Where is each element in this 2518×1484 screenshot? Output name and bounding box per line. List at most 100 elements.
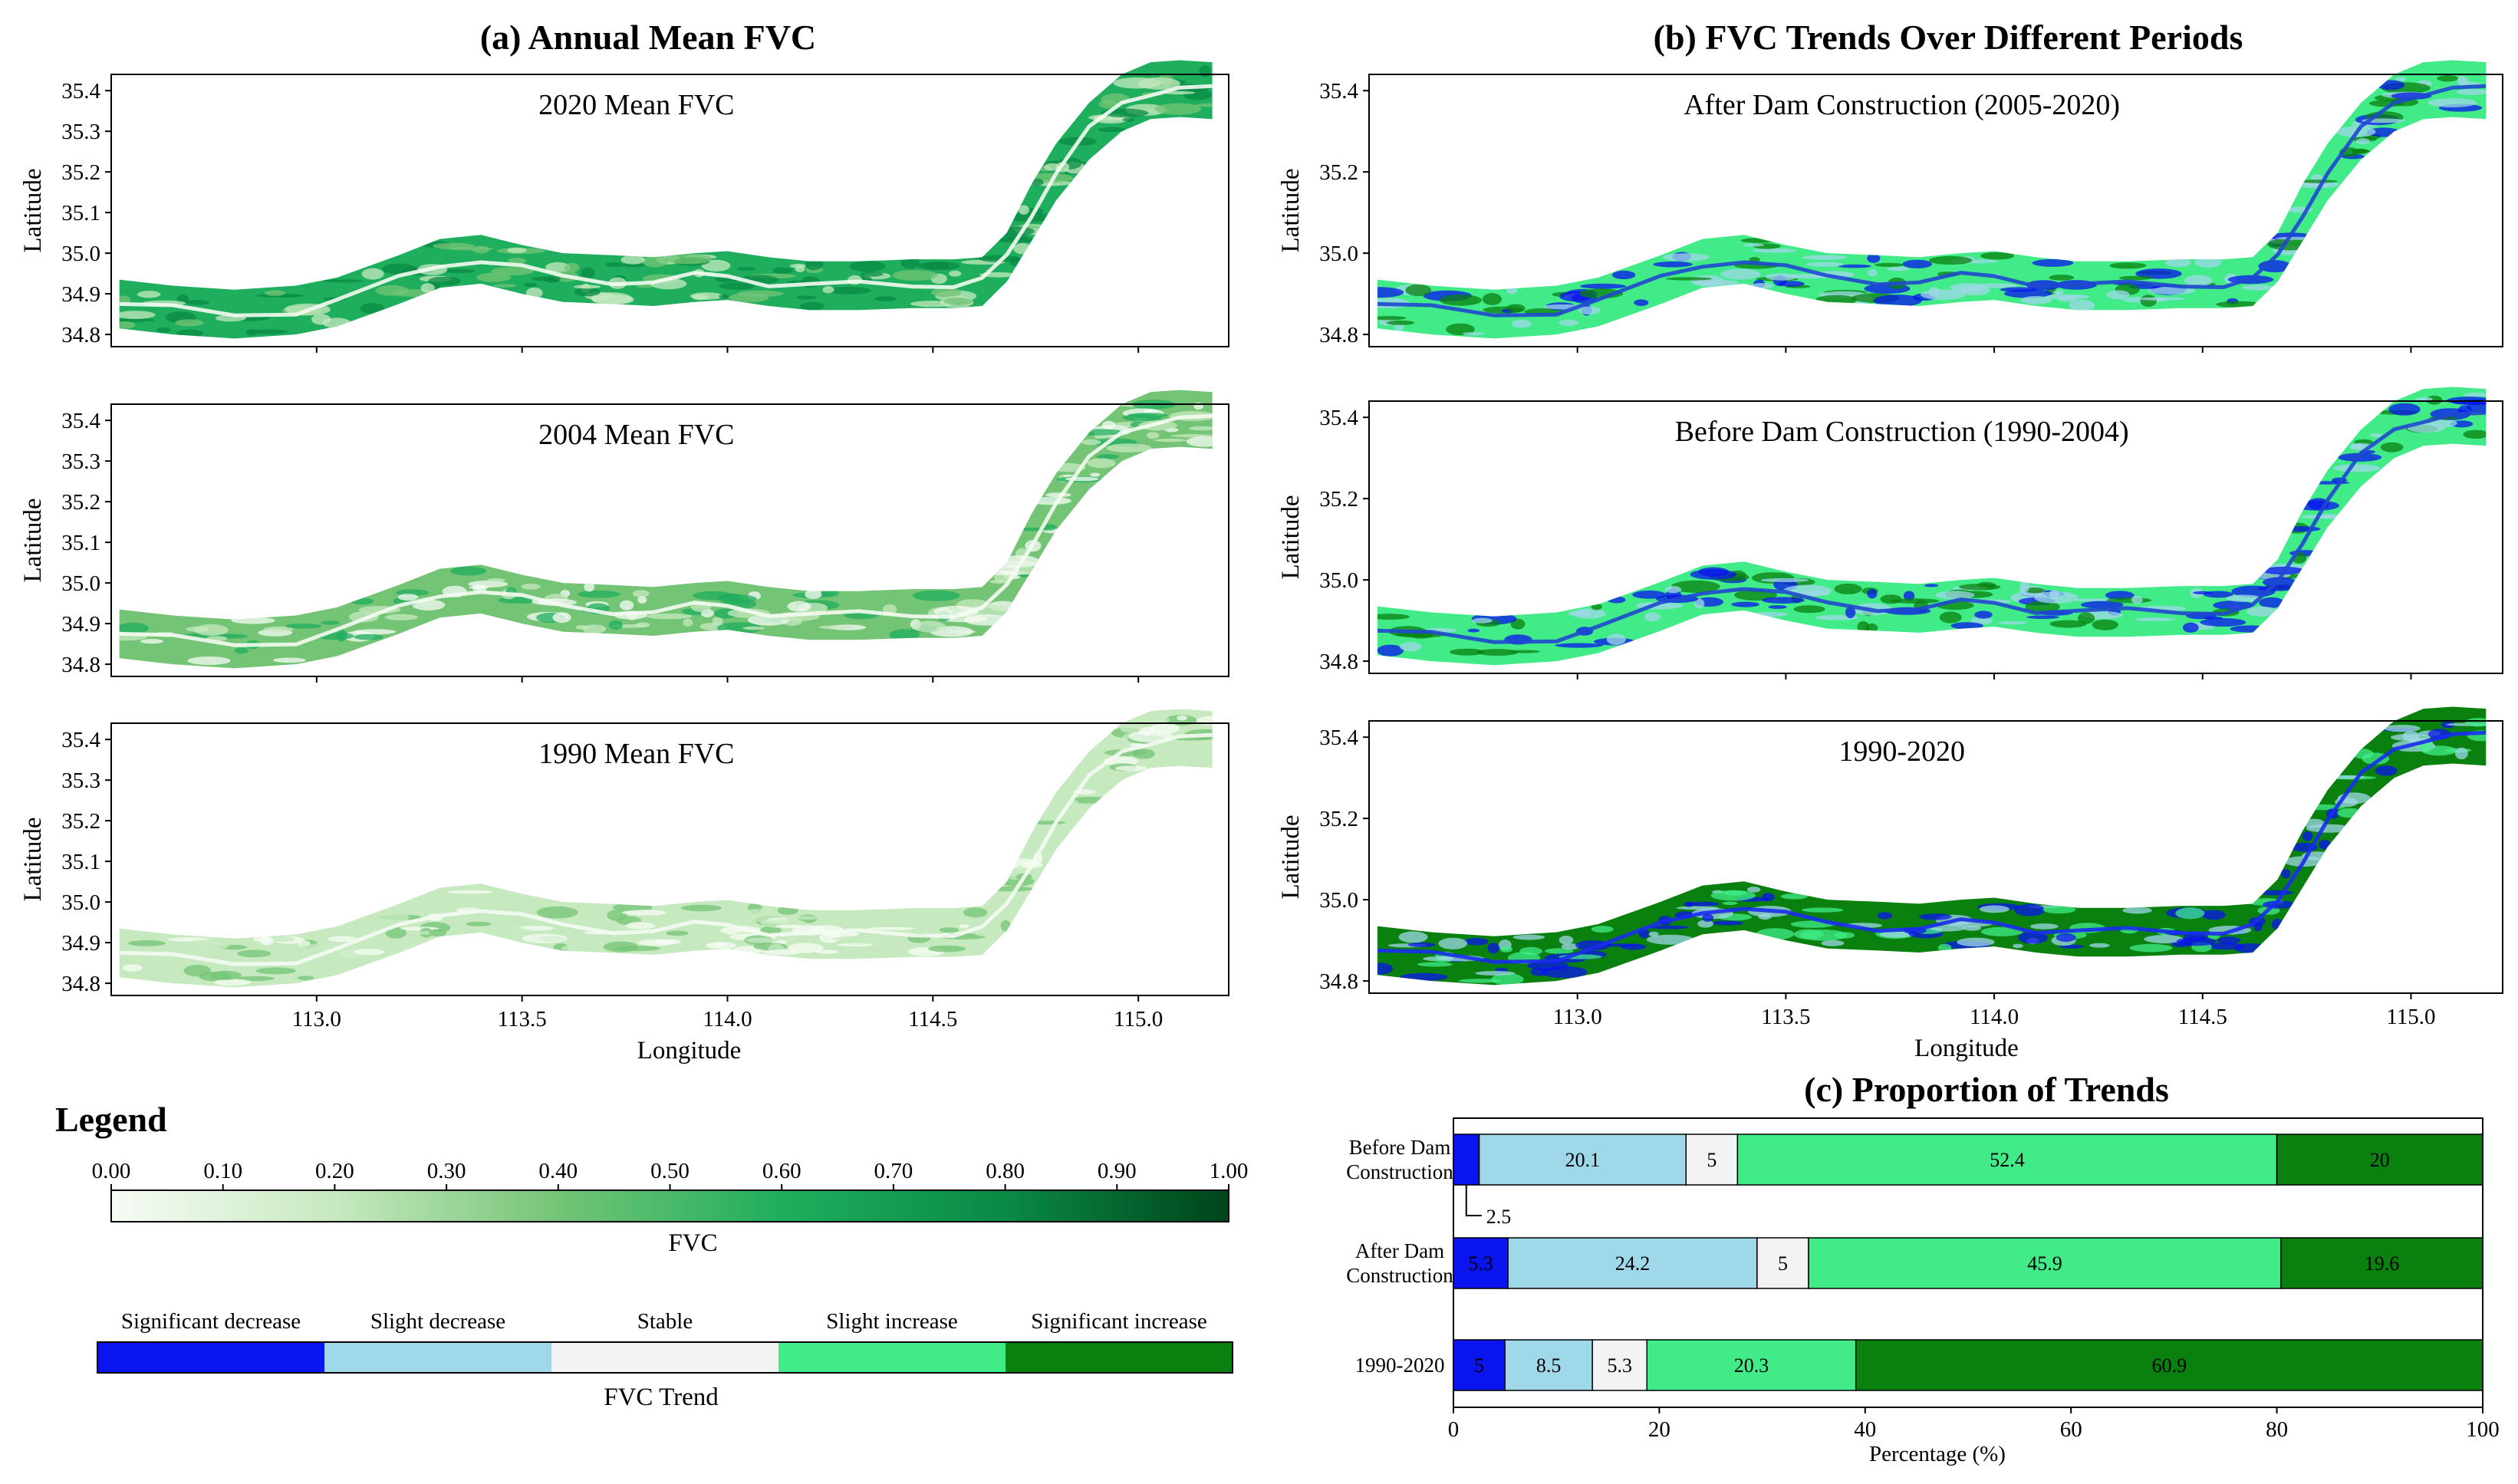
chart-xlabel: Percentage (%) [1869,1442,2006,1466]
fvc-colorbar-label: FVC [668,1229,717,1257]
trend-xtick: 115.0 [2386,1005,2435,1029]
trend-map-0-ylabel: Latitude [1277,169,1305,253]
map-panels: 35.4 35.3 35.2 35.1 35.0 34.9 34.8 Latitude 2020… [19,60,2503,1064]
fvc-map-1-ytick: 35.4 [61,409,100,433]
fvc-map-0-texture [119,65,1213,337]
fvc-map-2-ytick: 35.1 [61,850,100,874]
trend-bar-label: FVC Trend [604,1384,719,1411]
fvc-map-0-ytick: 35.4 [61,79,100,104]
chart-xtick: 20 [1648,1417,1670,1442]
trend-map-0-ytick: 35.4 [1319,79,1358,104]
fvc-map-0-ylabel: Latitude [19,169,47,253]
bar-segment [1478,1134,1687,1186]
bar-value-label: 60.9 [2152,1354,2187,1377]
trend-swatch-4 [1006,1342,1233,1373]
trend-xlabel: Longitude [1914,1035,2019,1062]
trend-map-1-frame [1368,400,2503,674]
trend-map-1: 35.4 35.2 35.0 34.8 Latitude Before Dam Const… [1277,387,2503,679]
trend-map-0-label: After Dam Construction (2005-2020) [1684,89,2120,121]
trend-map-2-ytick: 35.0 [1319,888,1358,913]
trend-swatch-3 [778,1342,1006,1373]
fvc-map-2-ytick: 34.9 [61,931,100,956]
trend-map-2-ylabel: Latitude [1277,815,1305,900]
fvc-map-2-ytick: 34.8 [61,972,100,996]
fvc-map-1-frame [110,403,1229,677]
bar-value-label: 5 [1707,1149,1717,1171]
fvc-map-1: 35.4 35.3 35.2 35.1 35.0 34.9 34.8 Latitude 2004… [19,390,1229,683]
trend-map-2-ytick: 35.4 [1319,726,1358,750]
fvc-colorbar-tick: 0.60 [762,1159,801,1183]
trend-swatch-2 [551,1342,778,1373]
fvc-map-1-ytick: 34.8 [61,653,100,677]
trend-map-2-ytick: 34.8 [1319,969,1358,994]
fvc-colorbar-tick: 0.40 [538,1159,578,1183]
fvc-colorbar [110,1190,1229,1222]
category-label: Construction [1346,1160,1453,1183]
category-label: Construction [1346,1264,1453,1287]
category-label: 1990-2020 [1355,1354,1445,1377]
fvc-map-2: 35.4 35.3 35.2 35.1 35.0 34.9 34.8 Latitude 1990… [19,709,1229,1002]
bar-value-label: 20.1 [1565,1149,1601,1171]
fvc-colorbar-tick: 0.00 [92,1159,131,1183]
bar-value-label: 8.5 [1536,1354,1562,1377]
bar-value-label: 19.6 [2365,1252,2400,1275]
bar-segment [1453,1237,1509,1289]
fvc-map-1-label: 2004 Mean FVC [538,419,734,451]
panel-a-title: (a) Annual Mean FVC [480,18,816,57]
bar-segment [2280,1237,2483,1289]
bar-segment [1591,1339,1648,1391]
fvc-map-2-ytick: 35.3 [61,768,100,793]
trend-map-1-ytick: 35.4 [1319,406,1358,430]
category-label: After Dam [1355,1239,1444,1262]
trend-map-1-ytick: 35.2 [1319,487,1358,512]
fvc-colorbar-tick: 0.20 [315,1159,354,1183]
trend-map-1-label: Before Dam Construction (1990-2004) [1675,416,2129,448]
bar-value-label: 5.3 [1468,1252,1493,1275]
trend-bar-frame [97,1341,1233,1374]
bar-value-label: 5.3 [1607,1354,1632,1377]
fvc-xtick: 113.5 [498,1007,547,1032]
trend-map-0-frame [1368,74,2503,347]
fvc-xlabel: Longitude [637,1037,742,1064]
trend-map-0-river-belt [1377,60,2487,339]
trend-xtick: 113.0 [1553,1005,1602,1029]
panel-c-title: (c) Proportion of Trends [1804,1070,2169,1109]
trend-map-0-ytick: 35.2 [1319,160,1358,185]
fvc-map-0-label: 2020 Mean FVC [538,89,734,121]
trend-xtick: 114.5 [2178,1005,2227,1029]
trend-map-2-frame [1368,720,2503,994]
trend-xtick: 114.0 [1970,1005,2019,1029]
bar-segment [1685,1134,1739,1186]
bar-value-label: 24.2 [1615,1252,1651,1275]
category-label: Before Dam [1349,1136,1451,1159]
chart-xtick: 60 [2060,1417,2082,1442]
fvc-map-1-ytick: 35.3 [61,449,100,474]
chart-xtick: 100 [2466,1417,2500,1442]
fvc-map-2-ylabel: Latitude [19,818,47,902]
fvc-map-1-ytick: 35.0 [61,571,100,596]
trend-class-label: Slight increase [826,1309,958,1334]
bar-segment [1453,1339,1506,1391]
trend-class-label: Significant increase [1031,1309,1207,1334]
trend-class-label: Slight decrease [370,1309,505,1334]
trend-class-label: Significant decrease [121,1309,301,1334]
fvc-map-2-texture [119,714,1213,986]
fvc-map-1-ylabel: Latitude [19,499,47,583]
trend-map-1-ylabel: Latitude [1277,495,1305,580]
fvc-colorbar-tick: 0.70 [874,1159,913,1183]
trend-map-1-ytick: 34.8 [1319,650,1358,674]
fvc-map-2-ytick: 35.0 [61,890,100,915]
fvc-map-0-frame [110,74,1229,347]
trend-map-1-ytick: 35.0 [1319,568,1358,593]
bar-value-label: 45.9 [2027,1252,2062,1275]
trend-map-1-texture [1377,392,2487,656]
fvc-map-0-ytick: 34.9 [61,282,100,307]
fvc-map-0-ytick: 35.2 [61,160,100,185]
bar-segment [1453,1134,1480,1186]
trend-map-2: 35.4 35.2 35.0 34.8 Latitude 1990-2020 [1277,706,2503,999]
bar-value-label: 20 [2370,1149,2390,1171]
chart-xtick: 0 [1448,1417,1460,1442]
trend-map-2-label: 1990-2020 [1838,735,1965,768]
fvc-map-1-ytick: 34.9 [61,612,100,637]
trend-class-label: Stable [637,1309,693,1334]
